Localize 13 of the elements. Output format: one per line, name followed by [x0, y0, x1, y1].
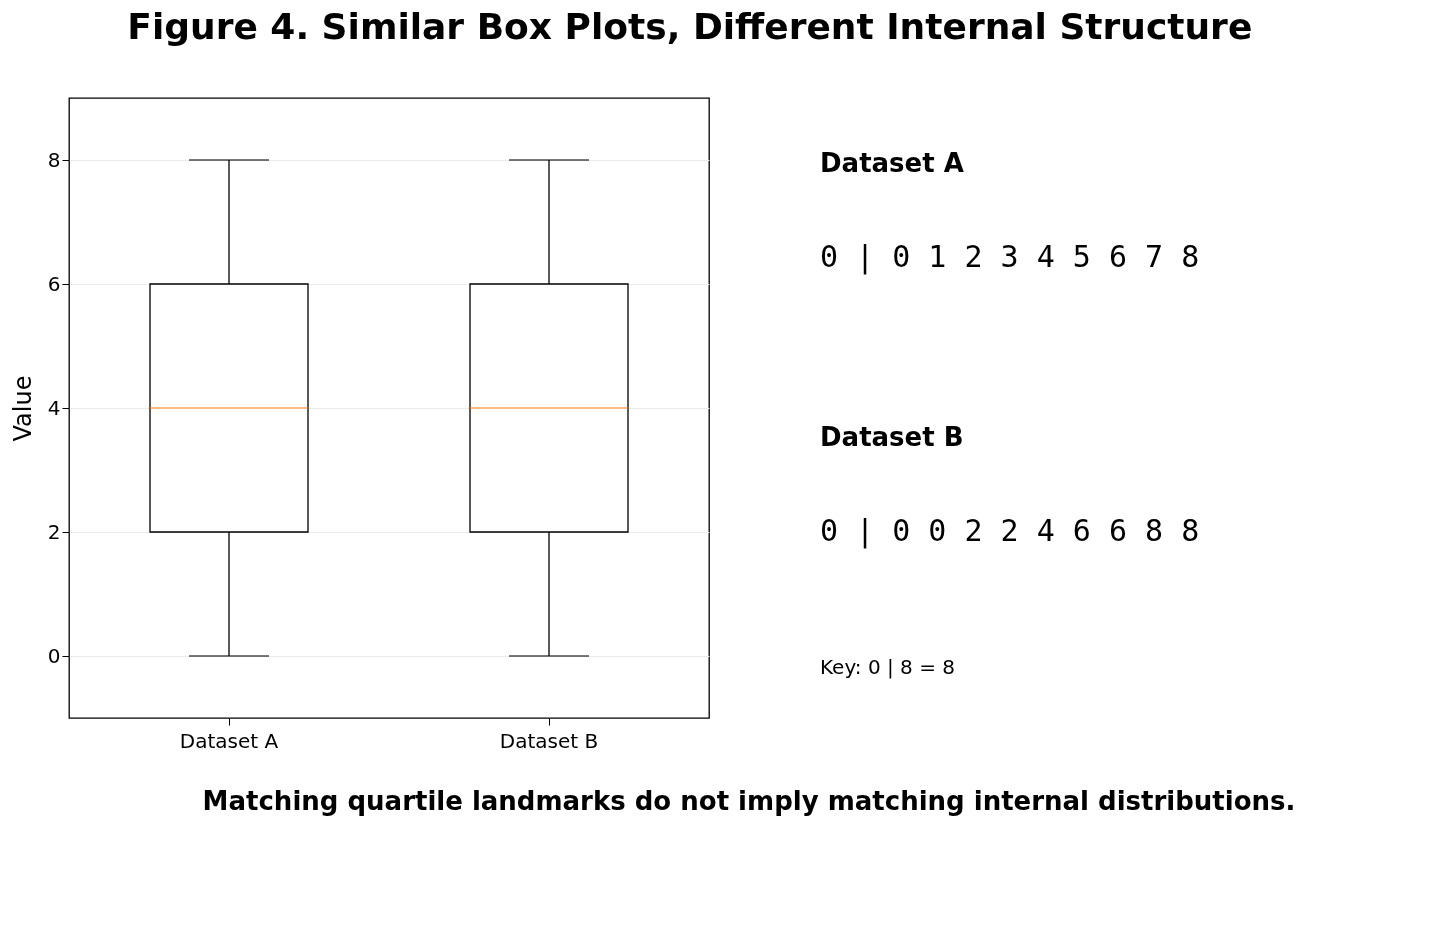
y-tick-label: 6: [47, 271, 61, 296]
y-axis-title: Value: [8, 375, 37, 442]
chart-title: Figure 4. Similar Box Plots, Different Internal Structure: [127, 6, 1253, 48]
text: Key: 0 | 8 = 8: [820, 655, 955, 679]
text: Dataset B: [820, 422, 964, 452]
y-tick-label: 4: [47, 395, 61, 420]
y-tick-label: 2: [47, 519, 61, 544]
text: 0 | 0 1 2 3 4 5 6 7 8: [820, 239, 1200, 275]
text: Matching quartile landmarks do not imply matching internal distributions.: [202, 786, 1296, 816]
y-tick-label: 8: [47, 147, 61, 172]
text: Dataset A: [820, 148, 964, 178]
y-tick-label: 0: [47, 643, 61, 668]
text: 0 | 0 0 2 2 4 6 6 8 8: [820, 513, 1200, 549]
